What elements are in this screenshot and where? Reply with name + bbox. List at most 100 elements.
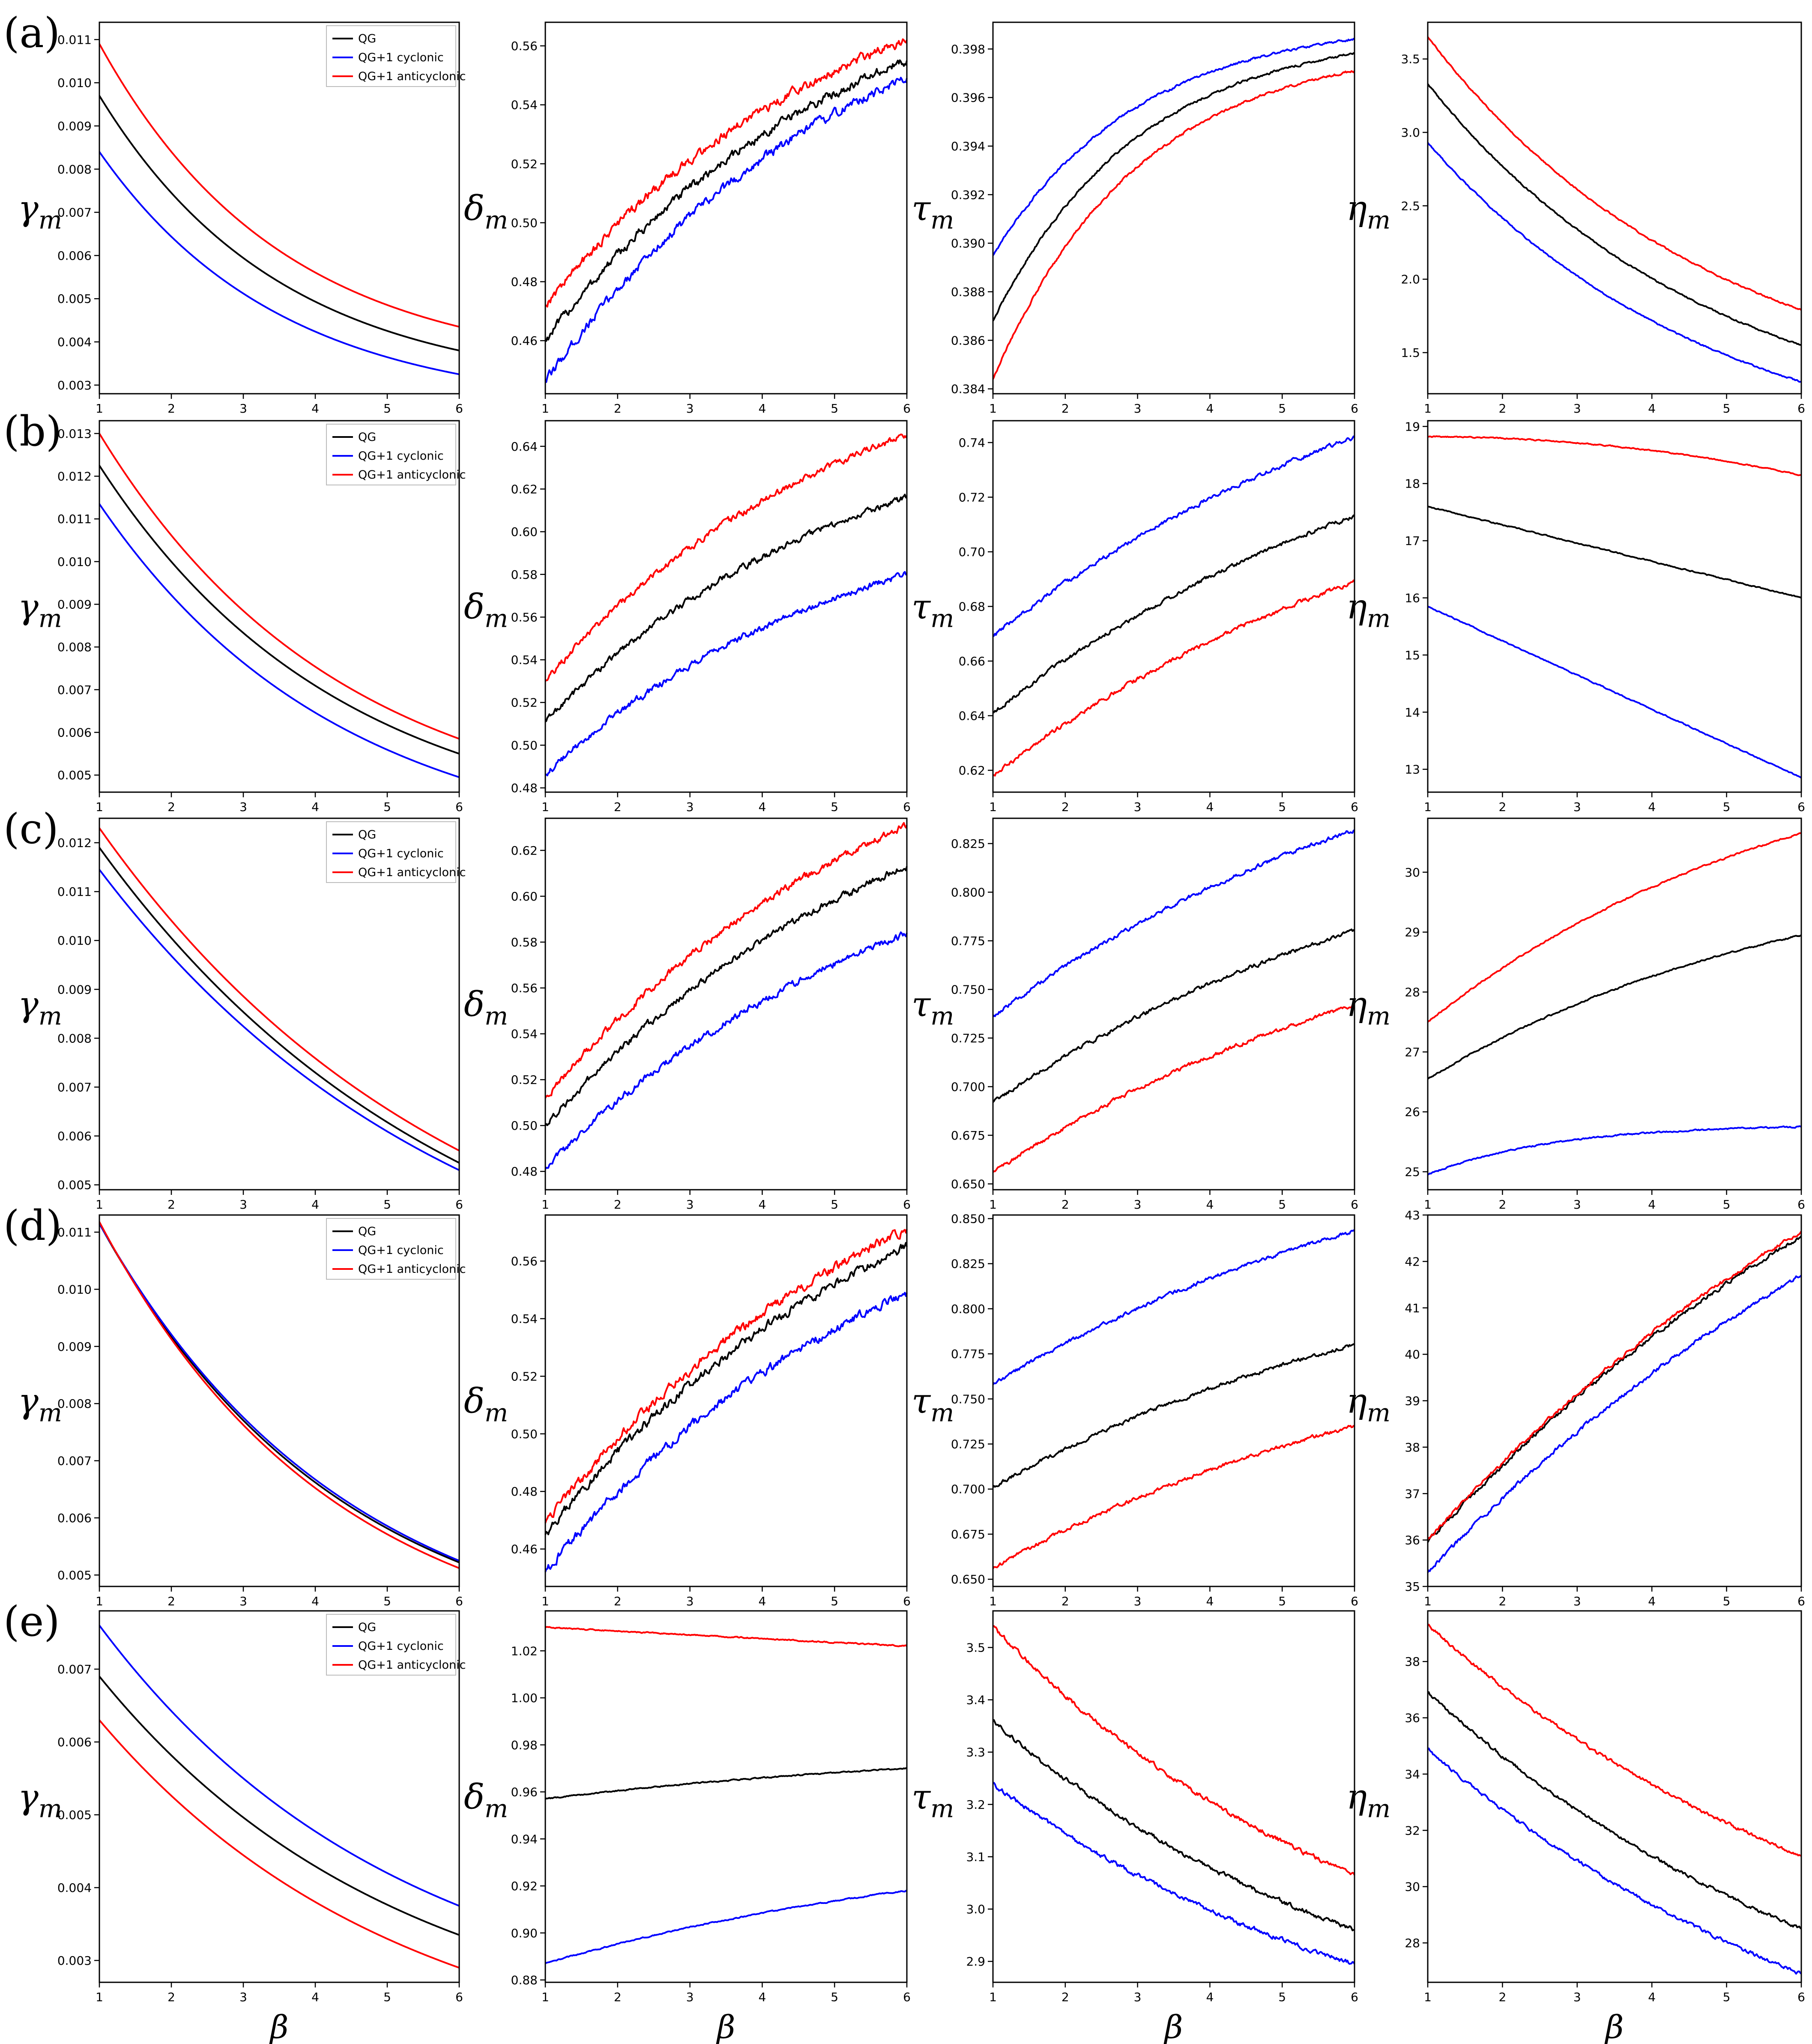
y-tick-label: 3.4: [966, 1693, 985, 1707]
y-tick-label: 32: [1405, 1823, 1420, 1838]
y-tick-label: 38: [1405, 1655, 1420, 1669]
y-tick-label: 0.005: [57, 292, 92, 306]
x-axis-label: β: [716, 2009, 736, 2044]
x-tick-label: 1: [989, 1990, 997, 2004]
y-tick-label: 0.725: [951, 1031, 985, 1045]
y-tick-label: 0.56: [511, 1254, 538, 1269]
y-axis-label: ηm: [1346, 1777, 1390, 1823]
y-tick-label: 0.94: [511, 1832, 538, 1846]
y-tick-label: 0.006: [57, 725, 92, 739]
panel-r2-c0: 1 2 3 4 5 6 0.005 0.006 0.007 0.008 0.009 0.010 0.01…: [18, 817, 466, 1212]
legend-entry: QG+1 cyclonic: [358, 449, 444, 463]
y-tick-label: 0.013: [57, 427, 92, 441]
series-line-qg: [99, 1676, 460, 1936]
panel-r3-c1: 1 2 3 4 5 6 0.46 0.48 0.50 0.52 0.54 0.56 δm: [464, 1214, 911, 1608]
y-tick-label: 0.68: [959, 600, 985, 614]
legend: QG QG+1 cyclonic QG+1 anticyclonic: [326, 821, 466, 883]
y-tick-label: 30: [1405, 865, 1420, 880]
x-tick-label: 2: [1061, 1197, 1069, 1212]
x-tick-label: 3: [686, 800, 694, 814]
y-tick-label: 0.60: [511, 525, 538, 539]
x-tick-label: 3: [239, 1594, 247, 1608]
y-tick-label: 3.2: [966, 1798, 985, 1812]
y-tick-label: 0.800: [951, 885, 985, 899]
series-line-qg-1-anticyclonic: [1428, 435, 1801, 476]
y-tick-label: 19: [1405, 419, 1420, 434]
series-line-qg-1-anticyclonic: [1427, 1230, 1802, 1541]
series-line-qg: [544, 494, 907, 723]
x-tick-label: 6: [455, 1990, 463, 2004]
x-tick-label: 2: [1498, 1197, 1506, 1212]
x-tick-label: 1: [96, 401, 103, 416]
axes-frame: [544, 21, 908, 395]
y-tick-label: 0.006: [57, 1735, 92, 1749]
series-line-qg-1-cyclonic: [1427, 605, 1802, 779]
y-tick-label: 0.700: [951, 1482, 985, 1496]
x-tick-label: 2: [614, 800, 622, 814]
x-tick-label: 4: [1206, 1594, 1214, 1608]
x-tick-label: 5: [383, 401, 391, 416]
x-tick-label: 5: [831, 800, 838, 814]
y-axis-label: τm: [912, 985, 954, 1031]
y-tick-label: 0.007: [57, 683, 92, 697]
x-tick-label: 2: [167, 1990, 175, 2004]
y-tick-label: 0.46: [511, 334, 538, 348]
series-line-qg-1-anticyclonic: [544, 1229, 908, 1523]
x-tick-label: 2: [167, 800, 175, 814]
series-line-qg: [1427, 1235, 1802, 1543]
x-tick-label: 6: [1351, 401, 1358, 416]
x-tick-label: 1: [541, 800, 549, 814]
panel-r2-c1: 1 2 3 4 5 6 0.48 0.50 0.52 0.54 0.56 0.58 0.60 0.62 δm: [464, 817, 911, 1212]
y-tick-label: 0.48: [511, 275, 538, 289]
y-tick-label: 0.52: [511, 157, 538, 171]
panel-r3-c2: 1 2 3 4 5 6 0.650 0.675 0.700 0.725 0.750 0.775 0.80…: [912, 1212, 1358, 1608]
x-tick-label: 1: [989, 800, 997, 814]
x-tick-label: 6: [1797, 800, 1805, 814]
x-axis-label: β: [269, 2009, 289, 2044]
row-label: (e): [3, 1598, 60, 1646]
series-line-qg-1-cyclonic: [544, 1890, 907, 1964]
y-tick-label: 0.46: [511, 1542, 538, 1556]
x-tick-label: 4: [1206, 1197, 1214, 1212]
y-tick-label: 0.398: [951, 42, 985, 56]
y-tick-label: 0.390: [951, 236, 985, 251]
x-tick-label: 1: [1424, 800, 1432, 814]
x-tick-label: 4: [1206, 1990, 1214, 2004]
axes-frame: [544, 817, 908, 1191]
x-tick-label: 5: [383, 1197, 391, 1212]
x-tick-label: 4: [1206, 401, 1214, 416]
series-line-qg: [992, 1343, 1355, 1488]
y-tick-label: 3.1: [966, 1850, 985, 1864]
x-tick-label: 2: [167, 401, 175, 416]
y-tick-label: 0.850: [951, 1212, 985, 1226]
panel-r1-c3: 1 2 3 4 5 6 13 14 15 16 17 18 19 ηm: [1346, 419, 1805, 814]
series-line-qg: [1427, 83, 1802, 346]
series-line-qg-1-anticyclonic: [99, 433, 460, 740]
y-tick-label: 0.010: [57, 1282, 92, 1296]
legend-entry: QG+1 anticyclonic: [358, 1658, 466, 1672]
legend: QG QG+1 cyclonic QG+1 anticyclonic: [326, 25, 466, 87]
axes-frame: [544, 1610, 908, 1983]
series-line-qg-1-anticyclonic: [1427, 36, 1802, 311]
axes-frame: [99, 420, 460, 793]
y-axis-label: δm: [464, 189, 508, 235]
y-tick-label: 0.006: [57, 1129, 92, 1143]
legend-entry: QG+1 cyclonic: [358, 1244, 444, 1257]
x-tick-label: 6: [1797, 1990, 1805, 2004]
axes-frame: [992, 1610, 1355, 1983]
x-axis-label: β: [1163, 2009, 1183, 2044]
y-tick-label: 43: [1405, 1208, 1420, 1222]
legend-entry: QG+1 anticyclonic: [358, 1263, 466, 1276]
y-tick-label: 0.004: [57, 335, 92, 349]
x-tick-label: 3: [686, 1197, 694, 1212]
series-line-qg-1-cyclonic: [1427, 1275, 1802, 1573]
axes-frame: [544, 420, 908, 793]
series-line-qg-1-cyclonic: [544, 571, 907, 777]
series-line-qg-1-anticyclonic: [544, 434, 908, 682]
y-tick-label: 0.825: [951, 837, 985, 851]
y-tick-label: 1.02: [511, 1644, 538, 1658]
x-tick-label: 5: [383, 800, 391, 814]
x-tick-label: 5: [1723, 1990, 1731, 2004]
